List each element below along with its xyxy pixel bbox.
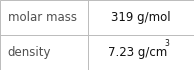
Text: 319 g/mol: 319 g/mol (111, 11, 171, 24)
Text: density: density (8, 46, 51, 59)
Text: molar mass: molar mass (8, 11, 77, 24)
Text: 3: 3 (164, 39, 169, 48)
Text: 7.23 g/cm: 7.23 g/cm (108, 46, 167, 59)
